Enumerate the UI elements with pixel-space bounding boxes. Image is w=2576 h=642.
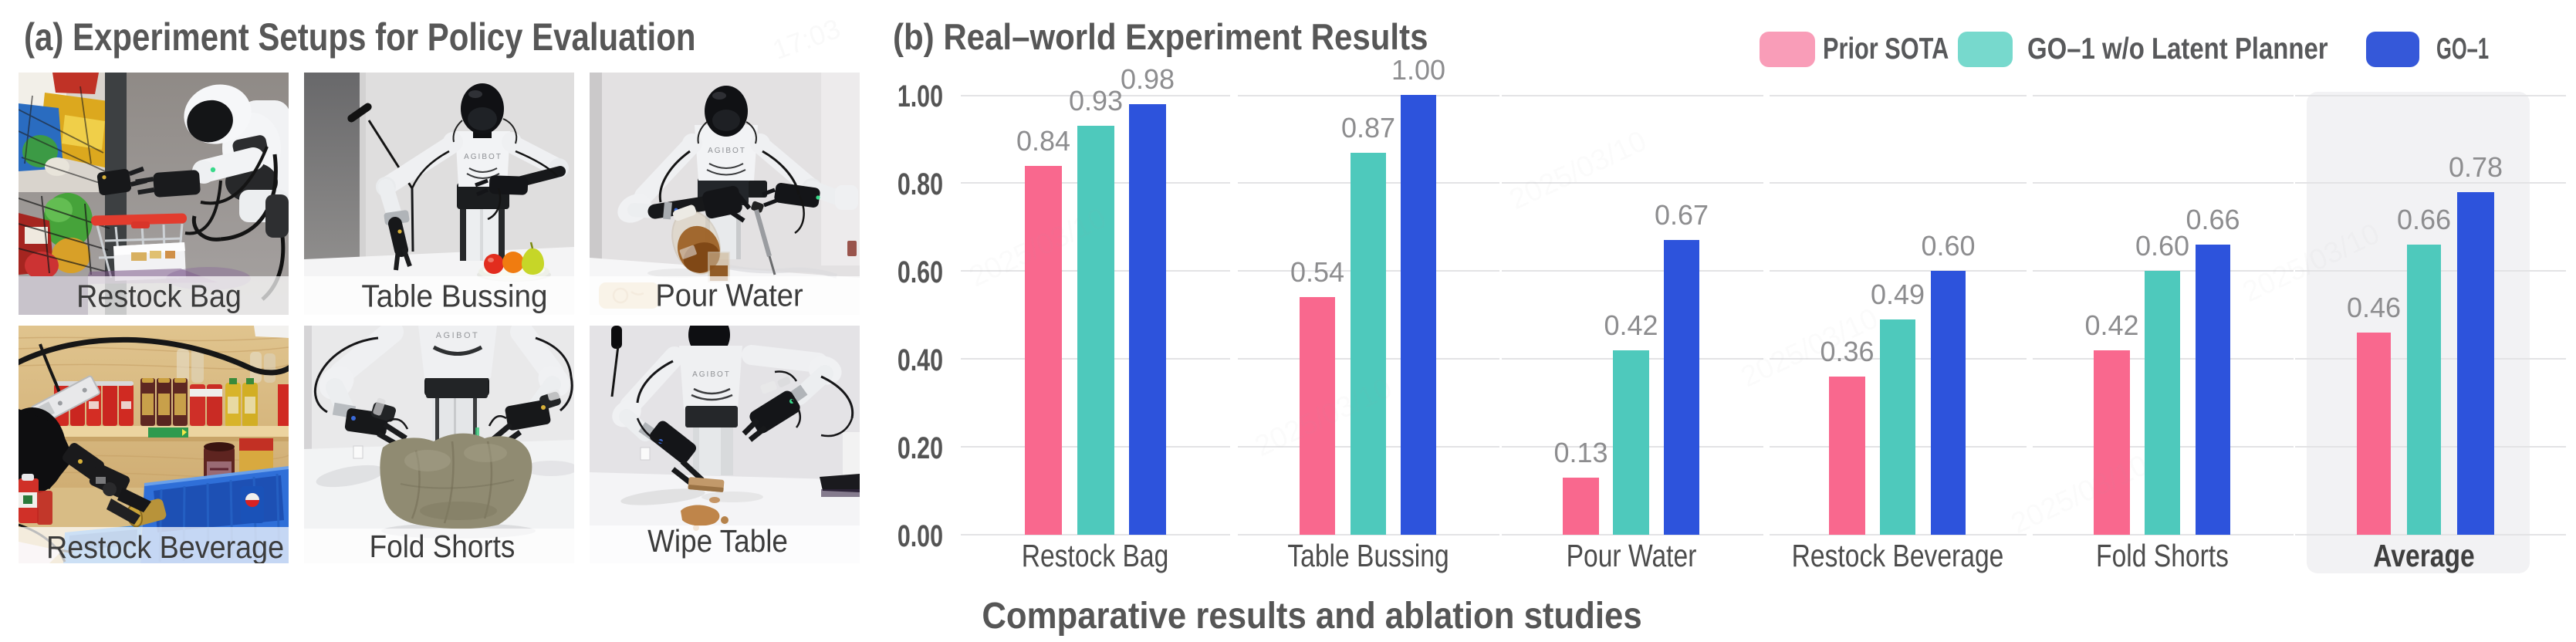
svg-text:Table Bussing: Table Bussing	[361, 279, 547, 314]
svg-text:Wipe Table: Wipe Table	[647, 524, 788, 559]
svg-text:AGIBOT: AGIBOT	[464, 153, 502, 161]
svg-text:Pour Water: Pour Water	[655, 278, 803, 313]
svg-text:AGIBOT: AGIBOT	[708, 147, 746, 155]
svg-text:Fold Shorts: Fold Shorts	[370, 529, 516, 563]
svg-text:AGIBOT: AGIBOT	[692, 370, 731, 379]
svg-text:Restock Bag: Restock Bag	[76, 279, 242, 314]
svg-text:Restock Beverage: Restock Beverage	[46, 530, 284, 563]
svg-text:AGIBOT: AGIBOT	[436, 331, 480, 340]
